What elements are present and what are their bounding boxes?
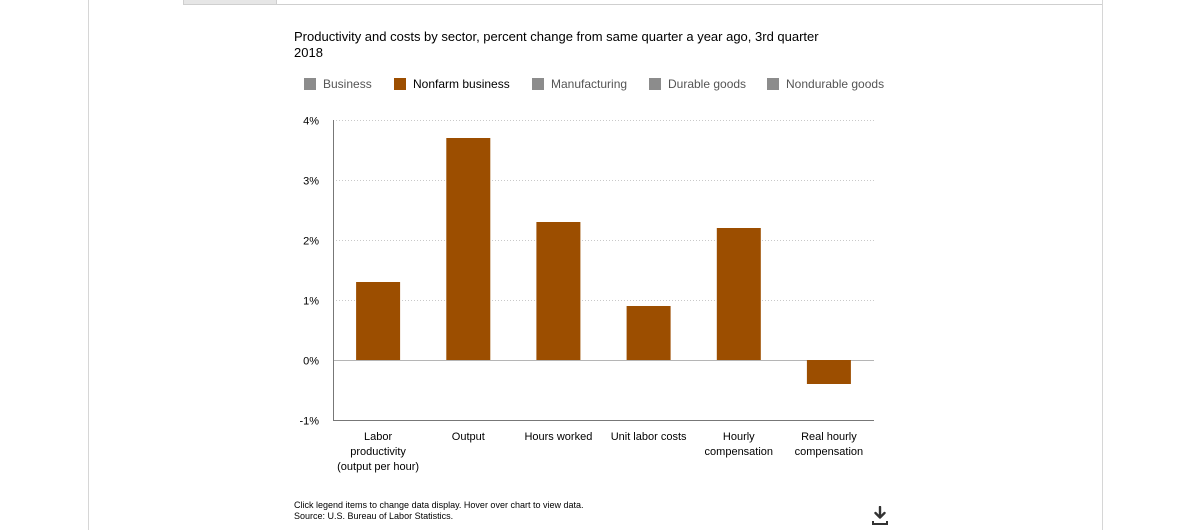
bar [806, 360, 851, 384]
y-tick-label: 0% [303, 356, 319, 368]
legend-label: Nonfarm business [413, 77, 510, 91]
bar [356, 282, 401, 360]
bar [626, 306, 671, 360]
legend-label: Business [323, 77, 372, 91]
panel-border [183, 4, 1102, 5]
footnote-source: Source: U.S. Bureau of Labor Statistics. [294, 511, 454, 521]
legend-label: Manufacturing [551, 77, 628, 91]
legend-item-nonfarm-business[interactable]: Nonfarm business [394, 77, 510, 91]
legend-label: Nondurable goods [786, 77, 885, 91]
legend-item-durable-goods[interactable]: Durable goods [649, 77, 746, 91]
page-divider-left [88, 0, 89, 530]
footnote-instructions: Click legend items to change data displa… [294, 500, 584, 510]
y-tick-label: 2% [303, 236, 319, 248]
bar [536, 222, 581, 360]
download-icon[interactable] [871, 506, 889, 526]
chart-footnote: Click legend items to change data displa… [294, 500, 583, 522]
x-tick-label: Hours worked [524, 431, 592, 443]
x-tick-label: Labor [364, 431, 392, 443]
bar [716, 228, 761, 360]
x-tick-label: Real hourly [801, 431, 857, 443]
axes [333, 120, 874, 421]
y-tick-label: 1% [303, 296, 319, 308]
legend-swatch [394, 78, 406, 90]
y-tick-label: 4% [303, 116, 319, 128]
x-tick-label: Unit labor costs [611, 431, 687, 443]
y-tick-label: -1% [299, 416, 319, 428]
x-tick-label: (output per hour) [337, 461, 419, 473]
chart-title: Productivity and costs by sector, percen… [294, 29, 819, 60]
legend-item-business[interactable]: Business [304, 77, 372, 91]
legend-swatch [532, 78, 544, 90]
tick-labels: 4% 3% 2% 1% 0% -1% Labor productivity (output pe… [299, 116, 863, 474]
x-tick-label: Output [452, 431, 485, 443]
y-tick-label: 3% [303, 176, 319, 188]
gridlines [333, 120, 874, 361]
bars [356, 138, 851, 384]
legend-swatch [767, 78, 779, 90]
page-divider-right [1102, 0, 1103, 530]
legend-item-manufacturing[interactable]: Manufacturing [532, 77, 627, 91]
legend-label: Durable goods [668, 77, 747, 91]
x-tick-label: productivity [350, 446, 406, 458]
legend-item-nondurable-goods[interactable]: Nondurable goods [767, 77, 884, 91]
x-tick-label: compensation [795, 446, 864, 458]
legend-swatch [304, 78, 316, 90]
x-tick-label: Hourly [723, 431, 755, 443]
legend-swatch [649, 78, 661, 90]
bar [446, 138, 491, 360]
x-tick-label: compensation [705, 446, 774, 458]
